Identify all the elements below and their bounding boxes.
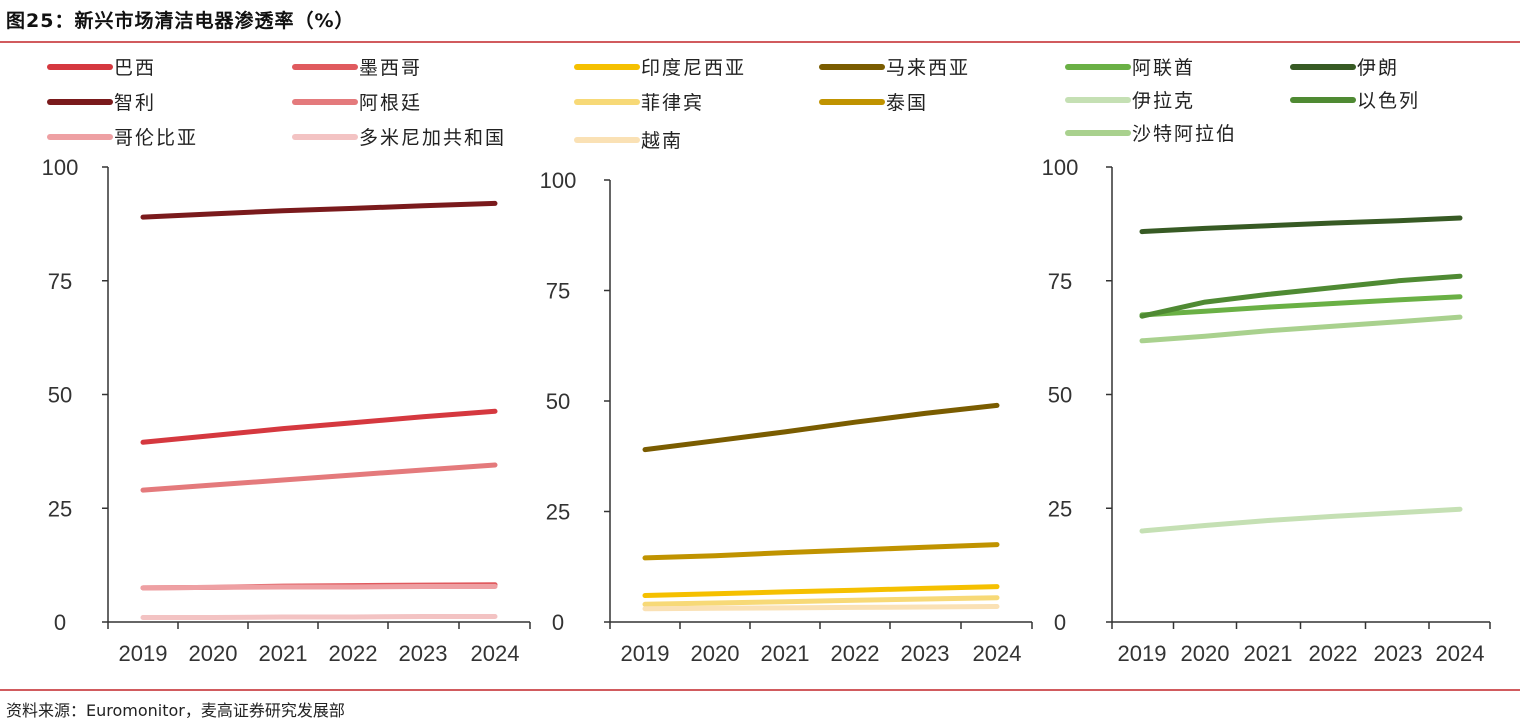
- y-tick-label: 75: [48, 269, 72, 294]
- y-tick-label: 25: [48, 496, 72, 521]
- series-line: [1139, 215, 1463, 235]
- y-tick-label: 75: [1048, 269, 1072, 294]
- legend-label: 以色列: [1357, 90, 1420, 112]
- y-tick-label: 0: [1054, 610, 1066, 635]
- y-tick-label: 0: [552, 610, 564, 635]
- x-tick-label: 2022: [831, 641, 880, 666]
- series-line: [642, 604, 1000, 612]
- series-line: [642, 402, 1000, 453]
- y-tick-label: 100: [42, 155, 79, 180]
- x-tick-label: 2019: [621, 641, 670, 666]
- series-line: [642, 595, 1000, 607]
- x-tick-label: 2019: [1118, 641, 1167, 666]
- series-line: [140, 584, 498, 591]
- x-tick-label: 2019: [119, 641, 168, 666]
- legend-label: 伊朗: [1357, 57, 1399, 79]
- x-tick-label: 2023: [399, 641, 448, 666]
- series-line: [1139, 294, 1463, 318]
- legend-label: 泰国: [886, 92, 928, 114]
- series-line: [140, 408, 498, 445]
- legend-label: 阿根廷: [359, 92, 422, 114]
- x-tick-label: 2023: [1374, 641, 1423, 666]
- legend-label: 巴西: [114, 57, 156, 79]
- legend-label: 智利: [114, 92, 156, 114]
- legend-label: 阿联酋: [1132, 57, 1195, 79]
- x-tick-label: 2023: [901, 641, 950, 666]
- x-tick-label: 2020: [1181, 641, 1230, 666]
- x-tick-label: 2020: [189, 641, 238, 666]
- y-tick-label: 75: [546, 279, 570, 304]
- y-tick-label: 50: [48, 383, 72, 408]
- top-rule: [0, 41, 1520, 43]
- series-line: [140, 200, 498, 220]
- source-note: 资料来源：Euromonitor，麦高证券研究发展部: [6, 701, 345, 720]
- x-tick-label: 2021: [259, 641, 308, 666]
- y-tick-label: 50: [546, 389, 570, 414]
- y-tick-label: 25: [546, 500, 570, 525]
- legend-label: 越南: [641, 130, 683, 152]
- x-tick-label: 2024: [973, 641, 1022, 666]
- legend-label: 墨西哥: [359, 57, 422, 79]
- bottom-rule: [0, 689, 1520, 691]
- series-line: [140, 614, 498, 620]
- legend-label: 马来西亚: [886, 57, 970, 79]
- legend-label: 印度尼西亚: [641, 57, 746, 79]
- series-line: [1139, 314, 1463, 344]
- series-line: [642, 542, 1000, 561]
- legend-label: 哥伦比亚: [114, 127, 198, 149]
- x-tick-label: 2024: [1436, 641, 1485, 666]
- legend-label: 伊拉克: [1132, 90, 1195, 112]
- y-tick-label: 25: [1048, 496, 1072, 521]
- series-line: [1139, 506, 1463, 534]
- series-line: [642, 584, 1000, 598]
- x-tick-label: 2022: [1309, 641, 1358, 666]
- legend-label: 菲律宾: [641, 92, 704, 114]
- figure-title: 图25：新兴市场清洁电器渗透率（%）: [6, 10, 355, 32]
- y-tick-label: 50: [1048, 383, 1072, 408]
- x-tick-label: 2022: [329, 641, 378, 666]
- x-tick-label: 2021: [761, 641, 810, 666]
- legend-label: 沙特阿拉伯: [1132, 123, 1237, 145]
- x-tick-label: 2020: [691, 641, 740, 666]
- series-line: [140, 462, 498, 493]
- y-tick-label: 0: [54, 610, 66, 635]
- y-tick-label: 100: [540, 168, 577, 193]
- x-tick-label: 2021: [1244, 641, 1293, 666]
- series-line: [1139, 273, 1463, 319]
- y-tick-label: 100: [1042, 155, 1079, 180]
- legend-label: 多米尼加共和国: [359, 127, 506, 149]
- x-tick-label: 2024: [471, 641, 520, 666]
